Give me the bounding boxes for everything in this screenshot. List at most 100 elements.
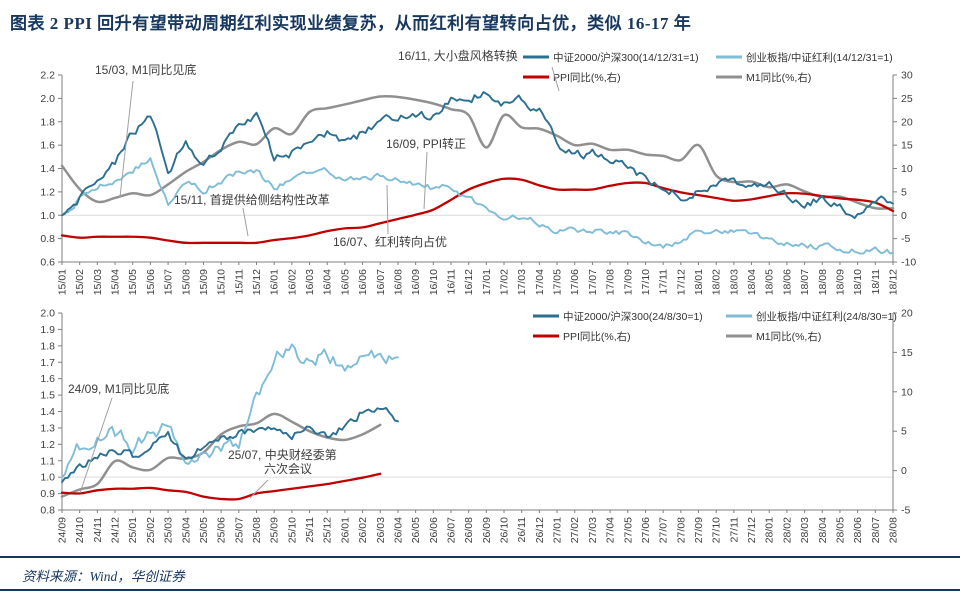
- chart-annotation: 六次会议: [264, 462, 312, 476]
- svg-text:24/12: 24/12: [110, 517, 122, 543]
- chart-annotation: 15/03, M1同比见底: [95, 62, 196, 77]
- svg-text:18/11: 18/11: [870, 269, 882, 295]
- svg-text:28/02: 28/02: [781, 517, 793, 543]
- legend-label: PPI同比(%,右): [553, 71, 621, 84]
- legend-label: 创业板指/中证红利(24/8/30=1): [756, 310, 897, 323]
- svg-text:17/08: 17/08: [605, 269, 617, 295]
- svg-text:17/11: 17/11: [658, 269, 670, 295]
- svg-text:26/12: 26/12: [534, 517, 546, 543]
- svg-text:26/07: 26/07: [445, 517, 457, 543]
- svg-text:27/05: 27/05: [622, 517, 634, 543]
- svg-text:1.9: 1.9: [40, 324, 55, 336]
- svg-text:27/06: 27/06: [640, 517, 652, 543]
- svg-text:26/01: 26/01: [339, 517, 351, 543]
- svg-text:27/01: 27/01: [552, 517, 564, 543]
- svg-text:15/03: 15/03: [92, 269, 104, 295]
- svg-text:16/08: 16/08: [392, 269, 404, 295]
- svg-text:1.0: 1.0: [40, 210, 55, 222]
- svg-text:18/12: 18/12: [888, 269, 900, 295]
- legend-label: PPI同比(%,右): [563, 330, 631, 343]
- svg-text:0: 0: [901, 210, 907, 222]
- legend-label: M1同比(%,右): [756, 330, 821, 343]
- legend-label: 中证2000/沪深300(14/12/31=1): [553, 51, 699, 64]
- svg-text:15/10: 15/10: [216, 269, 228, 295]
- svg-text:18/03: 18/03: [728, 269, 740, 295]
- svg-text:17/04: 17/04: [534, 269, 546, 295]
- svg-text:1.4: 1.4: [40, 163, 55, 175]
- svg-text:17/03: 17/03: [516, 269, 528, 295]
- svg-text:1.2: 1.2: [40, 439, 55, 451]
- svg-text:27/09: 27/09: [693, 517, 705, 543]
- svg-text:1.5: 1.5: [40, 390, 55, 402]
- svg-text:10: 10: [901, 163, 913, 175]
- svg-text:25/12: 25/12: [322, 517, 334, 543]
- svg-text:27/07: 27/07: [658, 517, 670, 543]
- svg-text:25/10: 25/10: [286, 517, 298, 543]
- svg-text:28/06: 28/06: [852, 517, 864, 543]
- svg-text:5: 5: [901, 426, 907, 438]
- svg-text:15/04: 15/04: [110, 269, 122, 295]
- svg-text:27/11: 27/11: [728, 517, 740, 543]
- svg-text:15/06: 15/06: [145, 269, 157, 295]
- svg-text:1.2: 1.2: [40, 186, 55, 198]
- svg-text:16/10: 16/10: [428, 269, 440, 295]
- svg-text:1.3: 1.3: [40, 422, 55, 434]
- svg-text:0.8: 0.8: [40, 233, 55, 245]
- chart-annotation: 25/07, 中央财经委第: [228, 447, 337, 462]
- svg-text:15/07: 15/07: [163, 269, 175, 295]
- svg-text:-5: -5: [901, 233, 910, 245]
- svg-text:25/07: 25/07: [233, 517, 245, 543]
- svg-text:24/11: 24/11: [92, 517, 104, 543]
- svg-text:25/08: 25/08: [251, 517, 263, 543]
- svg-text:20: 20: [901, 116, 913, 128]
- svg-text:26/04: 26/04: [392, 517, 404, 543]
- svg-text:18/06: 18/06: [781, 269, 793, 295]
- svg-text:1.8: 1.8: [40, 116, 55, 128]
- svg-text:25/05: 25/05: [198, 517, 210, 543]
- svg-text:26/05: 26/05: [410, 517, 422, 543]
- svg-text:18/02: 18/02: [711, 269, 723, 295]
- svg-text:28/04: 28/04: [817, 517, 829, 543]
- legend-label: 创业板指/中证红利(14/12/31=1): [746, 51, 893, 64]
- svg-text:1.8: 1.8: [40, 340, 55, 352]
- svg-text:27/03: 27/03: [587, 517, 599, 543]
- svg-text:25/01: 25/01: [127, 517, 139, 543]
- svg-text:2.2: 2.2: [40, 70, 55, 82]
- svg-text:1.4: 1.4: [40, 406, 55, 418]
- chart-annotation: 16/07、红利转向占优: [333, 234, 447, 249]
- svg-text:27/12: 27/12: [746, 517, 758, 543]
- svg-text:18/07: 18/07: [799, 269, 811, 295]
- svg-text:26/11: 26/11: [516, 517, 528, 543]
- svg-text:15/05: 15/05: [127, 269, 139, 295]
- svg-text:15: 15: [901, 140, 913, 152]
- svg-text:28/08: 28/08: [888, 517, 900, 543]
- svg-text:26/02: 26/02: [357, 517, 369, 543]
- svg-text:0.8: 0.8: [40, 505, 55, 517]
- svg-text:25/04: 25/04: [180, 517, 192, 543]
- svg-text:16/01: 16/01: [269, 269, 281, 295]
- svg-text:25/11: 25/11: [304, 517, 316, 543]
- svg-text:16/07: 16/07: [375, 269, 387, 295]
- svg-text:28/05: 28/05: [834, 517, 846, 543]
- svg-text:-10: -10: [901, 257, 916, 269]
- svg-text:26/03: 26/03: [375, 517, 387, 543]
- svg-text:16/02: 16/02: [286, 269, 298, 295]
- svg-text:2.0: 2.0: [40, 308, 55, 320]
- svg-text:16/12: 16/12: [463, 269, 475, 295]
- svg-text:-5: -5: [901, 505, 910, 517]
- svg-text:25/06: 25/06: [216, 517, 228, 543]
- svg-text:27/10: 27/10: [711, 517, 723, 543]
- svg-text:18/10: 18/10: [852, 269, 864, 295]
- svg-text:18/01: 18/01: [693, 269, 705, 295]
- chart-annotation: 16/11, 大小盘风格转换: [398, 48, 518, 63]
- svg-text:26/10: 26/10: [499, 517, 511, 543]
- chart-canvas: 2.2 2.0 1.8 1.6 1.4 1.2 1.0 0.8 0.6 30 25 20 15 10 5 0 -…: [40, 48, 916, 543]
- svg-text:20: 20: [901, 308, 913, 320]
- svg-text:16/05: 16/05: [339, 269, 351, 295]
- svg-text:17/12: 17/12: [675, 269, 687, 295]
- svg-text:15: 15: [901, 347, 913, 359]
- figure-title: 图表 2 PPI 回升有望带动周期红利实现业绩复苏，从而红利有望转向占优，类似 …: [10, 14, 692, 33]
- svg-text:25/03: 25/03: [163, 517, 175, 543]
- svg-text:18/09: 18/09: [834, 269, 846, 295]
